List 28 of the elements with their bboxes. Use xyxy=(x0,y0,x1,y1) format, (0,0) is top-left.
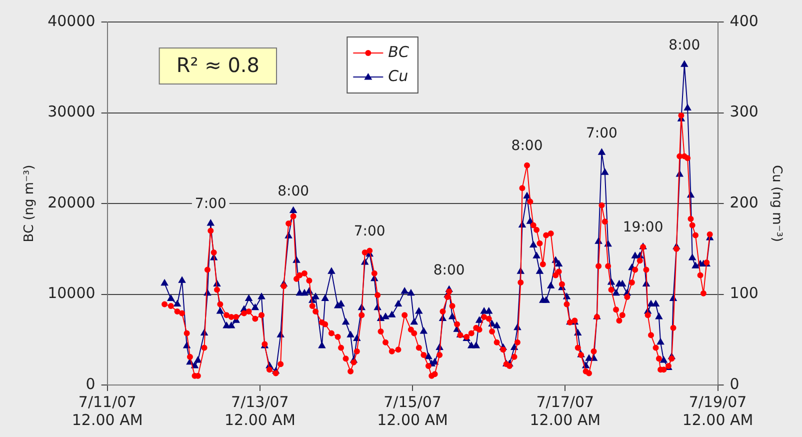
y-tick-label: 20000 xyxy=(48,193,96,212)
y2-tick-label: 200 xyxy=(730,193,758,212)
y-tick-label: 40000 xyxy=(48,12,96,30)
x-tick-label: 7/15/07 12.00 AM xyxy=(377,392,448,429)
annotation: 7:00 xyxy=(194,196,226,212)
y-tick-label: 0 xyxy=(86,374,96,393)
legend-label: BC xyxy=(388,42,410,61)
y2-tick-label: 400 xyxy=(730,12,758,30)
y2-tick-label: 100 xyxy=(730,284,758,302)
annotation: 7:00 xyxy=(354,223,386,240)
y2-tick-label: 0 xyxy=(730,374,740,393)
annotation: 8:00 xyxy=(511,138,543,154)
annotation: 8:00 xyxy=(433,262,465,278)
x-tick-label: 7/13/07 12.00 AM xyxy=(224,392,296,429)
annotation: R² ≈ 0.8 xyxy=(176,53,260,78)
y-tick-label: 30000 xyxy=(48,102,96,121)
x-tick-label: 7/19/07 12.00 AM xyxy=(682,392,754,429)
x-tick-label: 7/11/07 12.00 AM xyxy=(72,392,143,429)
y2-axis-title: Cu (ng m⁻³) xyxy=(768,165,784,242)
annotation: 7:00 xyxy=(586,125,618,142)
y-axis-title: BC (ng m⁻³) xyxy=(22,164,38,242)
annotation: 8:00 xyxy=(278,183,310,200)
y-tick-label: 10000 xyxy=(48,284,96,302)
annotation: 8:00 xyxy=(668,37,700,54)
annotation: 19:00 xyxy=(622,220,664,236)
y2-tick-label: 300 xyxy=(730,102,758,121)
x-tick-label: 7/17/07 12.00 AM xyxy=(530,392,601,429)
legend-label: Cu xyxy=(388,66,408,85)
